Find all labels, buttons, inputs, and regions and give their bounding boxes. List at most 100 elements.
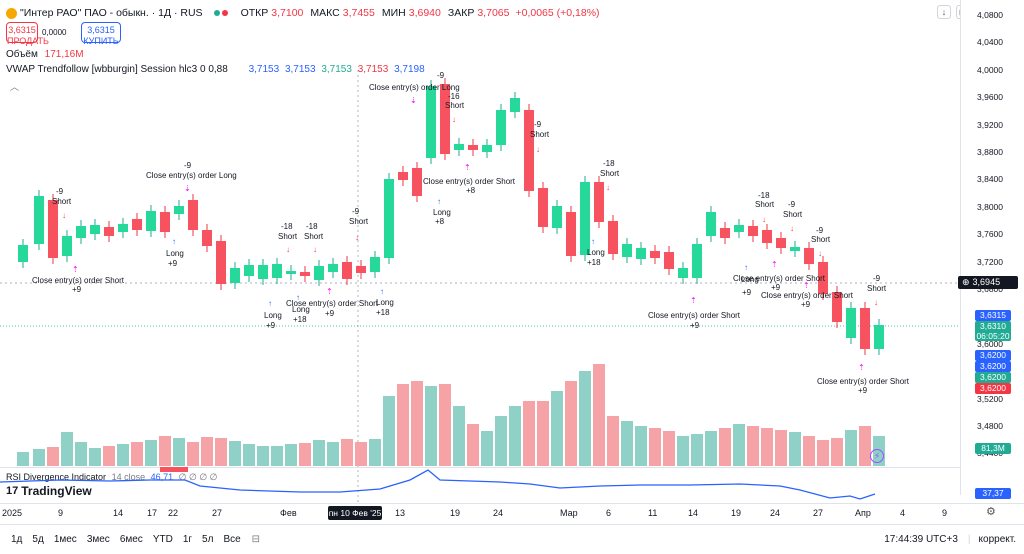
sig-close-long-1: Close entry(s) order Long — [146, 171, 237, 180]
clock-time[interactable]: 17:44:39 UTC+3 — [884, 534, 958, 545]
sig-plus9-6: +9 — [742, 288, 752, 297]
long-arrow-icon: ↑ — [172, 237, 176, 246]
volume-bar — [439, 384, 451, 466]
date-tick: 4 — [900, 508, 906, 518]
symbol-header: "Интер РАО" ПАО - обыкн. · 1Д · RUS ОТКР… — [6, 4, 600, 22]
close-value: 3,7065 — [477, 7, 510, 19]
range-button[interactable]: Все — [223, 534, 241, 545]
flash-icon[interactable]: ⚡ — [870, 449, 884, 463]
volume-bar — [369, 439, 381, 466]
volume-bar — [495, 416, 507, 466]
sig-plus9-5: +9 — [690, 321, 700, 330]
range-button[interactable]: 6мес — [119, 534, 143, 545]
candle — [384, 179, 394, 258]
rsi-params: 14 close — [111, 472, 146, 482]
volume-bar — [607, 416, 619, 466]
open-label: ОТКР — [240, 7, 269, 19]
candle — [412, 168, 422, 196]
adjust-toggle[interactable]: коррект. — [978, 534, 1016, 545]
volume-bar — [747, 426, 759, 466]
volume-bar — [663, 431, 675, 466]
symbol-logo-icon — [6, 7, 17, 19]
candle — [48, 200, 58, 258]
candle — [482, 145, 492, 152]
candle — [748, 226, 758, 236]
rsi-na: ∅ ∅ ∅ ∅ — [178, 472, 218, 482]
range-button[interactable]: 1мес — [53, 534, 77, 545]
volume-bar — [425, 386, 437, 466]
price-tick: 3,7200 — [977, 256, 1003, 267]
range-button[interactable]: YTD — [152, 534, 173, 545]
trade-signals: -9 Short ↓ Close entry(s) order Long -9 … — [32, 71, 910, 395]
date-tick: Апр — [855, 508, 871, 518]
volume-bar — [845, 430, 857, 466]
candle — [132, 219, 142, 230]
volume-legend[interactable]: Объём 171,16M — [6, 49, 84, 60]
settings-gear-icon[interactable]: ⚙ — [986, 506, 996, 518]
indicator-legend[interactable]: VWAP Trendfollow [wbburgin] Session hlc3… — [6, 64, 425, 75]
sig-minus9-6: -9 — [788, 200, 796, 209]
status-dots — [213, 10, 228, 16]
candle — [300, 272, 310, 276]
candle — [608, 221, 618, 254]
scroll-down-icon[interactable]: ↓ — [937, 5, 951, 19]
price-tick: 3,8400 — [977, 174, 1003, 185]
range-button[interactable]: 1г — [182, 534, 193, 545]
sig-close-short-6: Close entry(s) order Short — [761, 291, 854, 300]
signal-marker-icon: ⇡ — [771, 260, 778, 269]
range-button[interactable]: 5д — [32, 534, 44, 545]
volume-bar — [89, 448, 101, 466]
date-tick: 6 — [606, 508, 612, 518]
volume-bar — [551, 391, 563, 466]
last-price-blue: 3,6315 — [975, 310, 1011, 321]
volume-bar — [299, 443, 311, 466]
sig-short-5: Short — [445, 101, 465, 110]
collapse-legend-icon[interactable]: ︿ — [10, 82, 20, 92]
buy-button[interactable]: 3,6315 КУПИТЬ — [81, 22, 121, 46]
candle — [160, 212, 170, 232]
long-arrow-icon: ↑ — [380, 287, 384, 296]
sig-long-2: Long — [264, 311, 282, 320]
date-tick: 14 — [113, 508, 124, 518]
date-tick: 19 — [450, 508, 461, 518]
short-arrow-icon: ↓ — [62, 211, 66, 220]
indicator-v5: 3,7198 — [394, 64, 425, 75]
candle — [636, 248, 646, 259]
signal-marker-icon: ⇡ — [803, 281, 810, 290]
symbol-title[interactable]: "Интер РАО" ПАО - обыкн. · 1Д · RUS — [20, 7, 203, 19]
sig-plus9-1: +9 — [168, 259, 178, 268]
candle — [454, 144, 464, 150]
signal-marker-icon: ⇣ — [184, 184, 191, 193]
short-arrow-icon: ↓ — [536, 145, 540, 154]
sig-minus16: -16 — [448, 92, 460, 101]
indicator-v3: 3,7153 — [321, 64, 352, 75]
price-tick: 3,4800 — [977, 421, 1003, 431]
rsi-value: 46,71 — [150, 472, 174, 482]
sig-short-8: Short — [755, 200, 775, 209]
sell-button[interactable]: 3,6315 ПРОДАТЬ — [6, 22, 49, 46]
sig-minus9-5: -9 — [534, 120, 542, 129]
candle — [678, 268, 688, 278]
range-button[interactable]: 3мес — [86, 534, 110, 545]
volume-bar — [677, 436, 689, 466]
sig-plus18-2: +18 — [376, 308, 390, 317]
volume-bar — [397, 384, 409, 466]
plus-circle-icon[interactable]: ⊕ — [962, 277, 970, 287]
price-chart[interactable]: -9 Short ↓ Close entry(s) order Long -9 … — [0, 0, 960, 503]
range-button[interactable]: 1д — [11, 534, 23, 545]
candle — [720, 228, 730, 238]
range-button[interactable]: 5л — [202, 534, 214, 545]
date-range-icon[interactable]: ⊟ — [251, 534, 261, 545]
sig-minus18-2: -18 — [306, 222, 318, 231]
sig-minus9-8: -9 — [873, 274, 881, 283]
high-value: 3,7455 — [342, 7, 375, 19]
date-axis[interactable]: 2025 9 14 17 22 27 Фев 13 19 24 Мар 6 11 14 19 24 27 Апр 4… — [0, 503, 1024, 521]
candle — [804, 248, 814, 264]
rsi-legend[interactable]: RSI Divergence Indicator 14 close 46,71 … — [6, 472, 218, 483]
signal-marker-icon: ⇡ — [464, 163, 471, 172]
price-scale[interactable]: 4,0800 4,0400 4,0000 3,9600 3,9200 3,8800 3,84… — [958, 0, 1024, 499]
close-label: ЗАКР — [447, 7, 475, 19]
price-tick: 3,6800 — [977, 284, 1003, 294]
candle — [426, 86, 436, 158]
